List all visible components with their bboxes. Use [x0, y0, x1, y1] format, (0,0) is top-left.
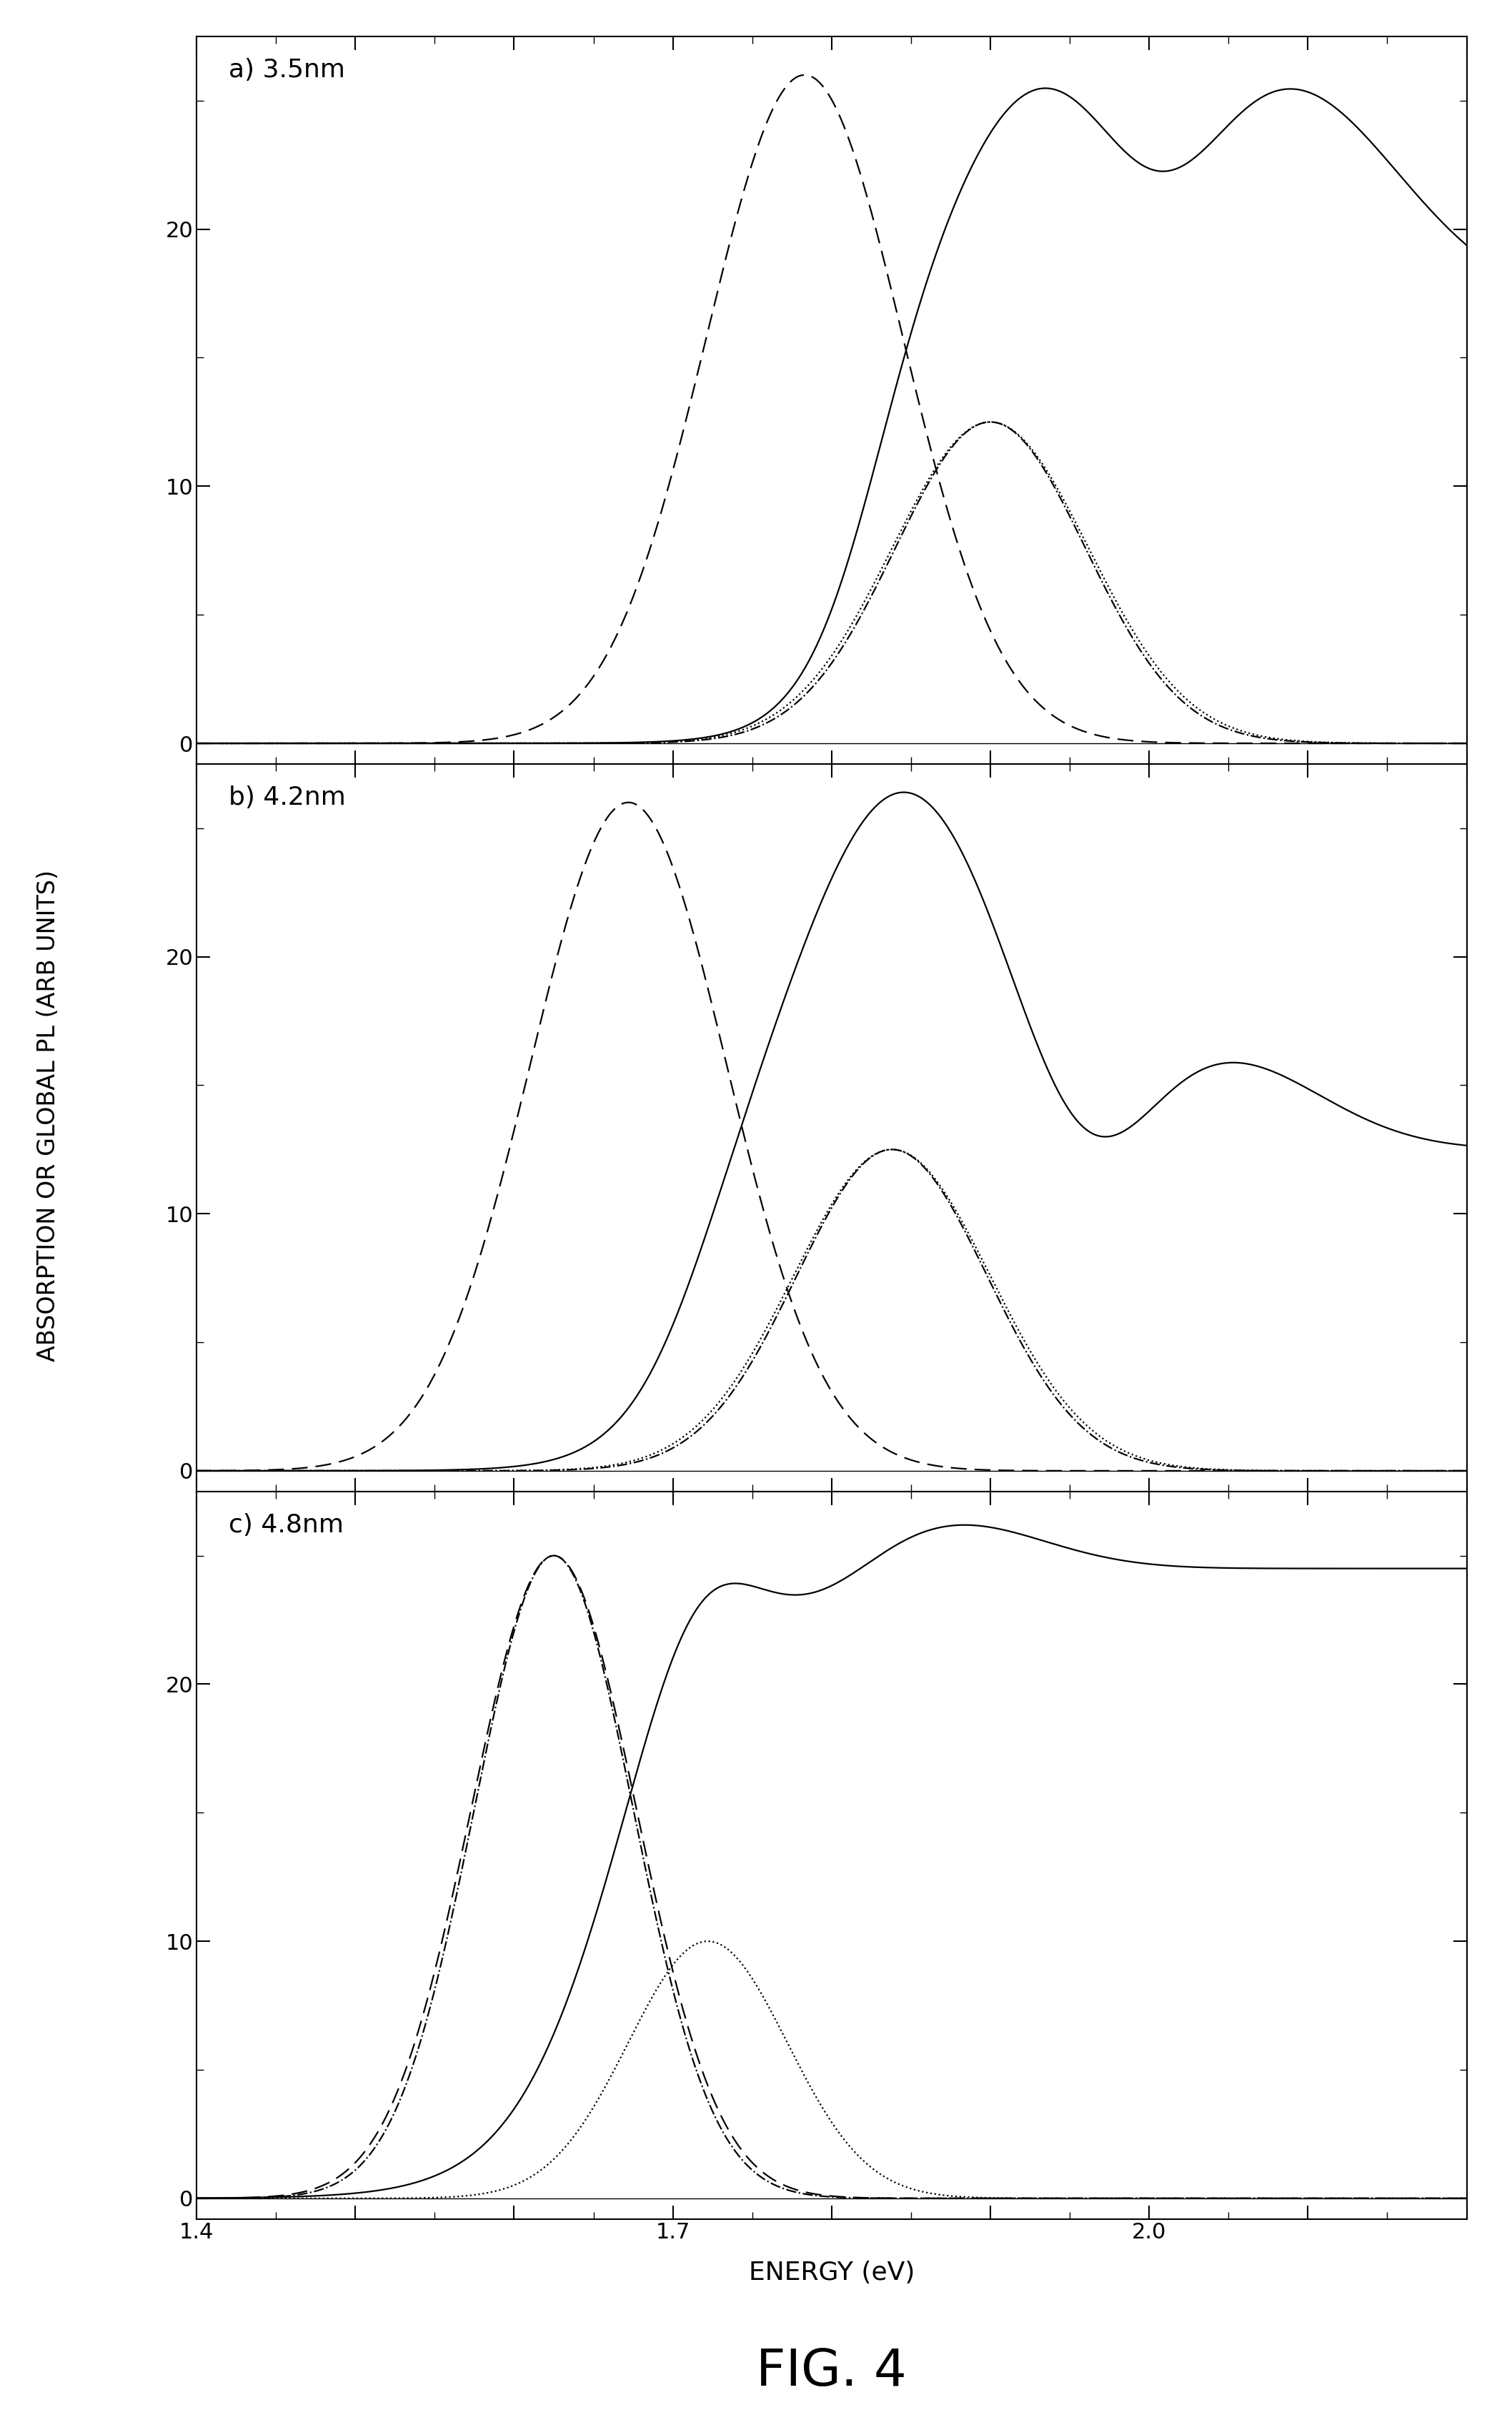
Text: ABSORPTION OR GLOBAL PL (ARB UNITS): ABSORPTION OR GLOBAL PL (ARB UNITS) — [36, 871, 60, 1360]
Text: c) 4.8nm: c) 4.8nm — [228, 1513, 343, 1537]
Text: FIG. 4: FIG. 4 — [756, 2347, 907, 2396]
Text: a) 3.5nm: a) 3.5nm — [228, 58, 345, 82]
X-axis label: ENERGY (eV): ENERGY (eV) — [748, 2260, 915, 2284]
Text: b) 4.2nm: b) 4.2nm — [228, 786, 345, 810]
